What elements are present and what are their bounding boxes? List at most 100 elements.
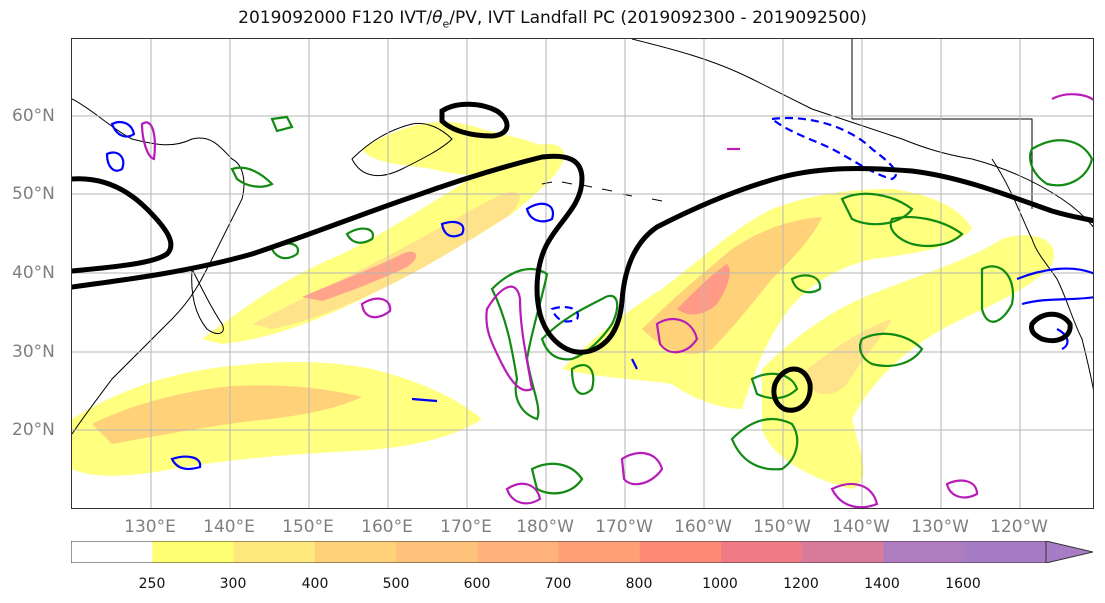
colorbar-label-1200: 1200 [783, 576, 819, 592]
pv-contour [750, 372, 799, 400]
lon-label-150e: 150°E [282, 517, 334, 537]
theta-e-contours-blue [105, 117, 1093, 470]
magenta-contour [1051, 93, 1093, 101]
magenta-contour [485, 285, 534, 392]
theta-contour [550, 305, 580, 323]
ivt-band-south-outer [72, 362, 482, 476]
theta-contour [525, 202, 555, 223]
theta-contour [110, 120, 136, 138]
lon-label-140e: 140°E [203, 517, 255, 537]
colorbar-label-400: 400 [301, 576, 329, 592]
pv-contour [345, 227, 375, 244]
colorbar-cell [71, 541, 153, 563]
canada-border [851, 39, 1033, 209]
magenta-contour [830, 482, 879, 508]
theta-contour [105, 151, 125, 172]
colorbar-cells [71, 541, 1047, 563]
lat-label-40: 40°N [12, 263, 55, 283]
colorbar-label-700: 700 [544, 576, 572, 592]
magenta-contour [655, 317, 699, 354]
aleutians [541, 181, 663, 202]
lon-label-120w: 120°W [990, 517, 1048, 537]
pv-contour [1029, 139, 1093, 187]
pv-contour [980, 265, 1015, 323]
pv-contour [790, 274, 822, 294]
ivt-band-west-mid [252, 191, 520, 329]
colorbar-cell [233, 541, 316, 563]
map-canvas [72, 39, 1093, 508]
pv-contour [230, 166, 274, 188]
pv-contours-green [230, 115, 1093, 495]
ivt-arc-north [362, 121, 552, 176]
asia-coast [72, 98, 245, 435]
pc-contour-kamchatka-loop [439, 101, 510, 139]
pc-contour-coast-loop [1029, 311, 1073, 344]
colorbar-label-600: 600 [463, 576, 491, 592]
pv-contour [889, 216, 964, 248]
pc-contour-west-loop [72, 176, 174, 274]
magenta-contour [505, 482, 542, 505]
lat-label-60: 60°N [12, 106, 55, 126]
kamchatka-coast [351, 122, 453, 177]
lon-label-180w: 180°W [516, 517, 574, 537]
colorbar-label-800: 800 [625, 576, 653, 592]
colorbar-label-500: 500 [382, 576, 410, 592]
ivt-landfall-pc-contours [72, 101, 1093, 413]
magenta-contour [620, 451, 664, 486]
colorbar-cell [477, 541, 559, 563]
pc-contour-main [72, 153, 1093, 355]
theta-contour [769, 117, 897, 181]
lon-label-130e: 130°E [124, 517, 176, 537]
coastlines [72, 39, 1093, 435]
ivt-band-south-mid [92, 385, 362, 444]
magenta-contour [360, 297, 392, 319]
pv-contour [730, 417, 799, 471]
magenta-contour [945, 479, 979, 499]
colorbar-cell [639, 541, 722, 563]
colorbar-cell [396, 541, 478, 563]
colorbar [71, 541, 1093, 563]
lon-label-170w: 170°W [595, 517, 653, 537]
pv-contour [540, 294, 619, 361]
lon-label-130w: 130°W [911, 517, 969, 537]
lon-label-160e: 160°E [361, 517, 413, 537]
japan-coast [191, 267, 224, 335]
theta-contour [170, 455, 202, 470]
colorbar-cell [883, 541, 966, 563]
theta-contour [1056, 328, 1069, 350]
alaska-coast [631, 39, 1093, 228]
colorbar-cell [558, 541, 641, 563]
pv-contour [270, 115, 294, 133]
pv-contour [530, 462, 584, 495]
theta-contour [411, 397, 438, 403]
magenta-contour [140, 121, 156, 161]
lon-label-170e: 170°E [440, 517, 492, 537]
ivt-plume-east-mid [802, 319, 892, 395]
colorbar-extend-arrow [1045, 541, 1093, 563]
pv-contour [840, 192, 914, 226]
map-title: 2019092000 F120 IVT/θe/PV, IVT Landfall … [238, 8, 867, 31]
colorbar-cell [802, 541, 884, 563]
colorbar-cell [314, 541, 397, 563]
colorbar-label-1600: 1600 [945, 576, 981, 592]
ivt-shading [72, 121, 1054, 489]
lat-label-20: 20°N [12, 420, 55, 440]
lat-label-50: 50°N [12, 184, 55, 204]
theta-contour [631, 358, 638, 370]
colorbar-label-250: 250 [138, 576, 166, 592]
lon-label-140w: 140°W [832, 517, 890, 537]
ivt-plume-central-outer [562, 189, 972, 409]
lon-label-160w: 160°W [674, 517, 732, 537]
colorbar-label-300: 300 [219, 576, 247, 592]
colorbar-cell [152, 541, 234, 563]
theta-contour [1016, 267, 1093, 306]
theta-contour [440, 220, 465, 238]
lon-label-150w: 150°W [753, 517, 811, 537]
colorbar-label-1400: 1400 [864, 576, 900, 592]
ivt-plume-central-core [677, 264, 730, 315]
pv-contour [570, 364, 595, 395]
pv-contour [858, 332, 924, 367]
colorbar-cell [964, 541, 1047, 563]
colorbar-cell [721, 541, 803, 563]
map-panel [71, 38, 1094, 509]
